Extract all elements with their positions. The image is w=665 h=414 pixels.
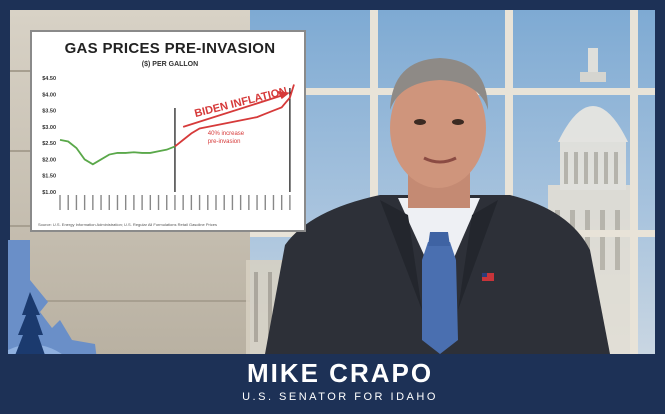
y-tick-label: $2.50 [42,141,56,147]
inflation-arrowhead [277,91,290,100]
gas-price-chart: GAS PRICES PRE-INVASION ($) PER GALLON $… [30,30,306,232]
y-tick-label: $1.00 [42,190,56,196]
y-tick-label: $2.00 [42,157,56,163]
y-tick-label: $3.50 [42,109,56,115]
chart-plot: $1.00 $1.50 $2.00 $2.50 $3.00 $3.50 $4.00 $4.50… [42,76,295,210]
series-line-1 [174,84,295,148]
video-feed: GAS PRICES PRE-INVASION ($) PER GALLON $… [10,10,655,354]
speaker-image [265,58,610,354]
chart-source: Source: U.S. Energy Information Administ… [38,222,217,227]
y-tick-label: $4.50 [42,76,56,82]
senator-title: U.S. SENATOR FOR IDAHO [242,391,438,403]
series-line-0 [59,139,176,166]
increase-note-line2: pre-invasion [208,139,241,145]
chart-subtitle: ($) PER GALLON [141,61,199,68]
chart-title: GAS PRICES PRE-INVASION [64,40,276,57]
y-tick-label: $3.00 [42,125,56,131]
name-banner [0,354,665,414]
increase-note-line1: 40% increase [208,131,245,137]
biden-inflation-label: BIDEN INFLATION [193,85,288,120]
y-tick-label: $1.50 [42,174,56,180]
y-tick-label: $4.00 [42,92,56,98]
inflation-arrow [182,93,287,128]
senator-name: MIKE CRAPO [246,358,434,388]
